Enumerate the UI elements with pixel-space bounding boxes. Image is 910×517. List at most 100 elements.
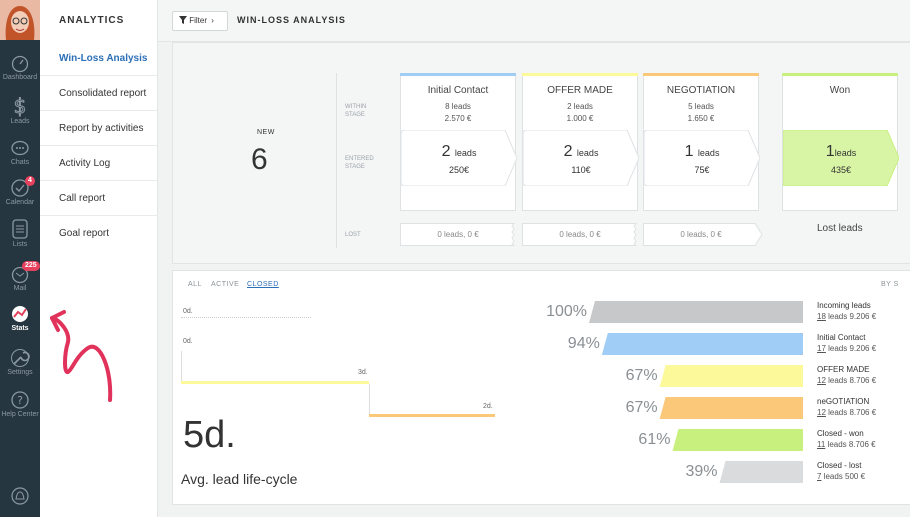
duration-label: 2d. <box>483 403 493 410</box>
mail-icon <box>11 266 29 284</box>
sidebar-item-help-center[interactable]: ? Help Center <box>0 390 40 418</box>
stage-color-bar <box>782 73 898 76</box>
sidebar-item-label: Mail <box>13 285 27 292</box>
duration-bar-negotiation <box>369 414 495 417</box>
icon-rail: Dashboard $ Leads Chats Calendar 4 Lists… <box>0 0 40 517</box>
sidebar-item-chats[interactable]: Chats <box>0 140 40 166</box>
duration-label: 3d. <box>358 369 368 376</box>
stage-name: Initial Contact <box>427 85 489 96</box>
conversion-stage-name: Initial Contact <box>817 333 866 342</box>
lost-offer-made[interactable]: 0 leads, 0 € <box>522 223 638 246</box>
stage-within-leads: 8 leads <box>445 102 471 111</box>
conversion-pct: 67% <box>625 367 658 384</box>
filter-button[interactable]: Filter › <box>172 11 228 31</box>
conversion-bar <box>589 301 803 323</box>
conversion-pct: 100% <box>546 303 587 320</box>
row-label-entered: ENTERED STAGE <box>345 156 374 170</box>
conversion-stage-name: Incoming leads <box>817 301 871 310</box>
top-bar: Filter › WIN-LOSS ANALYSIS <box>158 0 910 42</box>
stage-negotiation[interactable]: NEGOTIATION 5 leads 1.650 € 1 leads 75€ <box>643 73 760 211</box>
menu-title: ANALYTICS <box>59 15 125 26</box>
conversion-lead-count-link[interactable]: 12 <box>817 408 826 417</box>
won-unit: leads <box>834 148 857 158</box>
sidebar-item-lists[interactable]: Lists <box>0 218 40 248</box>
stage-entered: 1 leads 75€ <box>644 130 760 186</box>
entered-count: 1 <box>684 143 694 160</box>
list-icon <box>12 219 28 239</box>
entered-amount: 250€ <box>448 165 470 175</box>
entered-amount: 75€ <box>694 165 710 175</box>
lost-initial-contact[interactable]: 0 leads, 0 € <box>400 223 516 246</box>
conversion-stage-name: Closed - lost <box>817 461 862 470</box>
new-value: 6 <box>251 143 268 176</box>
sidebar-item-leads[interactable]: $ Leads <box>0 95 40 125</box>
conversion-lead-count-link[interactable]: 11 <box>817 440 826 449</box>
dollar-icon: $ <box>13 95 27 117</box>
dashboard-icon <box>11 55 29 73</box>
entered-count: 2 <box>441 143 451 160</box>
sidebar-item-label: Settings <box>7 369 33 376</box>
calendar-badge: 4 <box>25 176 35 186</box>
menu-item-call-report[interactable]: Call report <box>40 181 158 216</box>
lost-value: 0 leads, 0 € <box>680 230 722 239</box>
calendar-check-icon <box>11 179 29 197</box>
avg-life-cycle-label: Avg. lead life-cycle <box>181 471 298 487</box>
sidebar-item-mail[interactable]: Mail 225 <box>0 261 40 292</box>
menu-item-goal-report[interactable]: Goal report <box>59 228 110 239</box>
help-icon: ? <box>11 391 29 409</box>
conversion-lead-count-link[interactable]: 17 <box>817 344 826 353</box>
sidebar-bottom-button[interactable] <box>0 486 40 506</box>
stage-won[interactable]: Won 1leads 435€ <box>782 73 899 211</box>
tab-closed[interactable]: CLOSED <box>247 281 279 288</box>
conversion-stage-value[interactable]: 18 leads 9.206 € <box>817 312 877 321</box>
stage-initial-contact[interactable]: Initial Contact 8 leads 2.570 € 2 leads … <box>400 73 517 211</box>
wrench-icon <box>11 349 30 367</box>
conversion-panel: ALL ACTIVE CLOSED BY S 0d. 0d. 3d. 2d. 5… <box>172 270 910 505</box>
filter-label: Filter <box>189 16 208 25</box>
stage-within-amount: 1.650 € <box>687 114 715 123</box>
duration-label: 0d. <box>183 308 193 315</box>
conversion-lead-count-link[interactable]: 12 <box>817 376 826 385</box>
stage-name: Won <box>829 85 851 96</box>
avatar[interactable] <box>0 0 40 40</box>
conversion-stage-value[interactable]: 12 leads 8.706 € <box>817 408 877 417</box>
avg-life-cycle-value: 5d. <box>183 414 236 456</box>
sidebar-item-label: Leads <box>10 118 30 125</box>
analytics-menu: ANALYTICS Win-Loss Analysis Consolidated… <box>40 0 158 517</box>
menu-item-win-loss-analysis[interactable]: Win-Loss Analysis <box>40 41 158 76</box>
conversion-stage-value[interactable]: 11 leads 8.706 € <box>817 440 876 449</box>
menu-item-activity-log[interactable]: Activity Log <box>40 146 158 181</box>
mail-badge: 225 <box>22 261 40 271</box>
lost-leads-label: Lost leads <box>817 223 863 234</box>
conversion-stage-value[interactable]: 17 leads 9.206 € <box>817 344 877 353</box>
conversion-pct: 94% <box>567 335 600 352</box>
won-count: 1 <box>825 143 835 160</box>
stage-within-leads: 5 leads <box>688 102 714 111</box>
conversion-stage-name: neGOTIATION <box>817 397 870 406</box>
sidebar-item-settings[interactable]: Settings <box>0 348 40 376</box>
tab-active[interactable]: ACTIVE <box>211 281 240 288</box>
conversion-bar <box>659 365 803 387</box>
stage-offer-made[interactable]: OFFER MADE 2 leads 1.000 € 2 leads 110€ <box>522 73 639 211</box>
tab-all[interactable]: ALL <box>188 281 202 288</box>
row-label-lost: LOST <box>345 232 361 238</box>
conversion-lead-count-link[interactable]: 7 <box>817 472 822 481</box>
lost-value: 0 leads, 0 € <box>437 230 479 239</box>
lost-negotiation[interactable]: 0 leads, 0 € <box>643 223 763 246</box>
stage-name: OFFER MADE <box>547 85 613 96</box>
conversion-lead-count-link[interactable]: 18 <box>817 312 826 321</box>
menu-item-report-by-activities[interactable]: Report by activities <box>40 111 158 146</box>
sidebar-item-calendar[interactable]: Calendar 4 <box>0 176 40 206</box>
sidebar-item-stats[interactable]: Stats <box>0 304 40 332</box>
stage-entered: 1leads 435€ <box>783 130 899 186</box>
entered-unit: leads <box>576 148 599 158</box>
won-amount: 435€ <box>830 165 852 175</box>
conversion-stage-value[interactable]: 12 leads 8.706 € <box>817 376 877 385</box>
conversion-bar <box>659 397 803 419</box>
sidebar-item-dashboard[interactable]: Dashboard <box>0 55 40 81</box>
conversion-stage-value[interactable]: 7 leads 500 € <box>817 472 866 481</box>
page-title: WIN-LOSS ANALYSIS <box>237 15 346 25</box>
entered-unit: leads <box>697 148 720 158</box>
menu-item-consolidated-report[interactable]: Consolidated report <box>40 76 158 111</box>
duration-line <box>369 384 370 414</box>
